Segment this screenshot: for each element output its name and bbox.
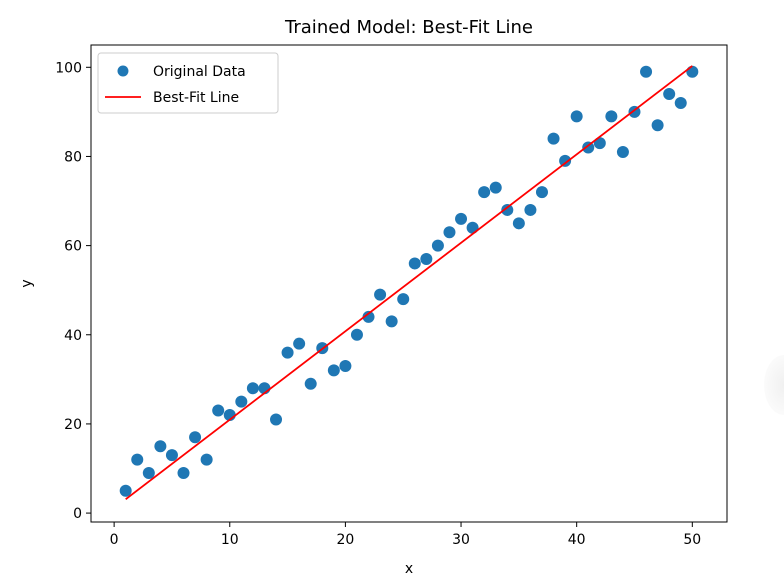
y-axis-ticks: 0 20 40 60 80 100	[55, 60, 91, 522]
data-point	[478, 186, 491, 199]
y-tick-label: 60	[64, 239, 82, 255]
data-point	[489, 181, 502, 194]
data-point	[235, 395, 248, 408]
data-point	[501, 203, 514, 216]
data-point	[640, 65, 653, 78]
data-point	[350, 328, 363, 341]
data-point	[570, 110, 583, 123]
y-tick-label: 40	[64, 328, 82, 344]
data-point	[189, 431, 202, 444]
data-point	[281, 346, 294, 359]
data-point	[547, 132, 560, 145]
data-point	[374, 288, 387, 301]
data-point	[165, 449, 178, 462]
x-axis-label: x	[405, 561, 413, 577]
data-point	[512, 217, 525, 230]
data-point	[651, 119, 664, 132]
data-point	[559, 154, 572, 167]
legend-marker-original-data	[117, 65, 129, 77]
x-axis-ticks: 0 10 20 30 40 50	[110, 522, 701, 548]
legend-label-best-fit-line: Best-Fit Line	[153, 90, 239, 106]
data-point	[154, 440, 167, 453]
data-point	[455, 212, 468, 225]
x-tick-label: 20	[336, 532, 354, 548]
data-point	[119, 484, 132, 497]
data-point	[339, 359, 352, 372]
data-point	[674, 96, 687, 109]
data-point	[385, 315, 398, 328]
legend-box	[97, 52, 279, 114]
legend-label-original-data: Original Data	[153, 64, 246, 80]
x-tick-label: 40	[568, 532, 586, 548]
edge-shadow	[764, 355, 784, 415]
data-point	[327, 364, 340, 377]
plot-area-frame	[90, 44, 728, 523]
y-axis-label: y	[19, 279, 35, 287]
data-series-layer	[119, 65, 699, 500]
data-point	[397, 293, 410, 306]
data-point	[212, 404, 225, 417]
data-point	[408, 257, 421, 270]
y-tick-label: 0	[73, 506, 82, 522]
data-point	[605, 110, 618, 123]
y-tick-label: 20	[64, 417, 82, 433]
best-fit-line	[125, 65, 693, 500]
data-point	[293, 337, 306, 350]
data-point	[131, 453, 144, 466]
data-point	[200, 453, 213, 466]
y-tick-label: 80	[64, 149, 82, 165]
data-point	[535, 186, 548, 199]
data-point	[686, 65, 699, 78]
data-point	[246, 382, 259, 395]
data-point	[420, 252, 433, 265]
data-point	[524, 203, 537, 216]
data-point	[304, 377, 317, 390]
data-point	[616, 145, 629, 158]
x-tick-label: 0	[110, 532, 119, 548]
data-point	[466, 221, 479, 234]
chart-legend: Original Data Best-Fit Line	[97, 52, 279, 114]
y-tick-label: 100	[55, 60, 82, 76]
data-point	[270, 413, 283, 426]
x-tick-label: 30	[452, 532, 470, 548]
data-point	[177, 466, 190, 479]
data-point	[443, 226, 456, 239]
x-tick-label: 10	[221, 532, 239, 548]
data-point	[142, 466, 155, 479]
chart-title: Trained Model: Best-Fit Line	[284, 17, 533, 38]
data-point	[431, 239, 444, 252]
x-tick-label: 50	[683, 532, 701, 548]
data-point	[582, 141, 595, 154]
data-point	[663, 88, 676, 101]
data-point	[362, 310, 375, 323]
